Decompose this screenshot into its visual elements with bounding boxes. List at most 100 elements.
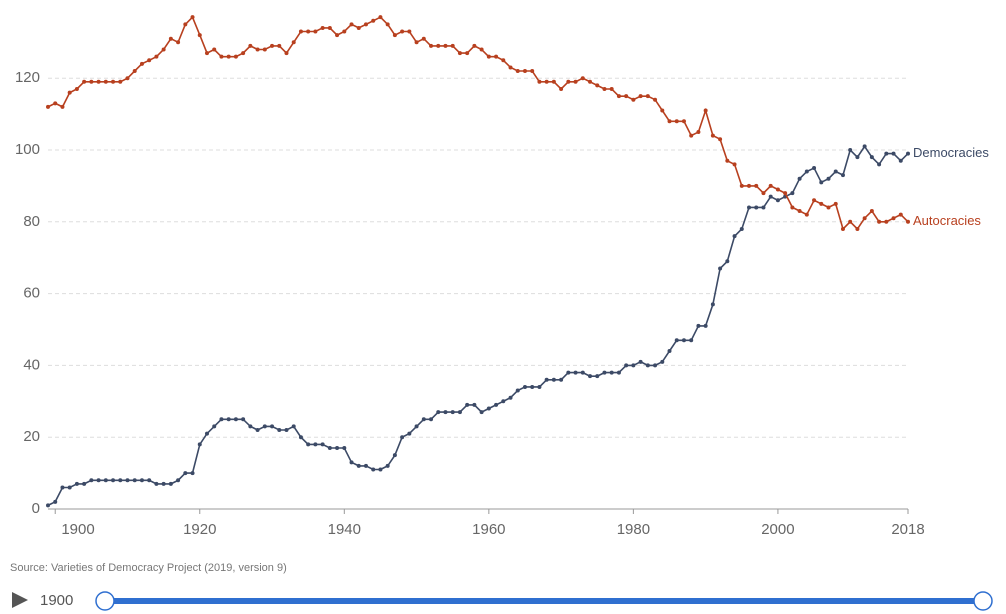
point (226, 417, 231, 422)
point (566, 370, 571, 375)
point (812, 198, 817, 203)
point (754, 183, 759, 188)
point (60, 104, 65, 109)
point (804, 169, 809, 174)
point (653, 97, 658, 102)
point (313, 29, 318, 34)
point (501, 58, 506, 63)
point (335, 33, 340, 38)
point (132, 478, 137, 483)
point (443, 43, 448, 48)
point (277, 43, 282, 48)
point (573, 79, 578, 84)
point (443, 410, 448, 415)
point (392, 453, 397, 458)
point (725, 259, 730, 264)
point (429, 43, 434, 48)
point (602, 86, 607, 91)
point (486, 54, 491, 59)
point (703, 323, 708, 328)
series-line (47, 15, 909, 231)
point (168, 481, 173, 486)
play-button[interactable] (12, 592, 28, 608)
point (544, 377, 549, 382)
point (660, 108, 665, 113)
point (212, 47, 217, 52)
point (819, 201, 824, 206)
point (667, 349, 672, 354)
point (595, 83, 600, 88)
point (833, 201, 838, 206)
point (797, 209, 802, 214)
point (349, 22, 354, 27)
x-tick-label: 1940 (328, 521, 361, 538)
point (407, 431, 412, 436)
point (486, 406, 491, 411)
point (638, 359, 643, 364)
point (450, 43, 455, 48)
point (906, 151, 910, 156)
point (573, 370, 578, 375)
point (537, 79, 542, 84)
point (197, 442, 202, 447)
point (46, 104, 50, 109)
y-tick-label: 40 (23, 356, 40, 373)
point (96, 478, 101, 483)
point (624, 363, 629, 368)
point (284, 51, 289, 56)
point (494, 54, 499, 59)
point (819, 180, 824, 185)
point (884, 219, 889, 224)
point (60, 485, 65, 490)
point (710, 302, 715, 307)
point (761, 205, 766, 210)
point (125, 478, 130, 483)
timeline-end-handle[interactable] (973, 591, 993, 611)
point (67, 485, 72, 490)
point (118, 79, 123, 84)
point (653, 363, 658, 368)
point (479, 410, 484, 415)
point (183, 22, 188, 27)
point (689, 338, 694, 343)
point (139, 478, 144, 483)
point (465, 402, 470, 407)
point (869, 155, 874, 160)
point (363, 22, 368, 27)
point (96, 79, 101, 84)
timeline-start-handle[interactable] (95, 591, 115, 611)
point (689, 133, 694, 138)
point (804, 212, 809, 217)
point (797, 176, 802, 181)
point (790, 205, 795, 210)
point (877, 162, 882, 167)
point (783, 191, 788, 196)
point (530, 69, 535, 74)
point (588, 374, 593, 379)
point (125, 76, 130, 81)
point (833, 169, 838, 174)
point (89, 478, 94, 483)
point (906, 219, 910, 224)
point (255, 428, 260, 433)
point (378, 15, 383, 20)
point (508, 395, 513, 400)
point (580, 370, 585, 375)
point (508, 65, 513, 70)
point (168, 36, 173, 41)
point (111, 478, 116, 483)
point (233, 417, 238, 422)
point (739, 226, 744, 231)
point (645, 363, 650, 368)
point (118, 478, 123, 483)
point (667, 119, 672, 124)
point (277, 428, 282, 433)
point (356, 25, 361, 30)
x-tick-label: 1920 (183, 521, 216, 538)
y-tick-label: 20 (23, 428, 40, 445)
point (378, 467, 383, 472)
point (494, 402, 499, 407)
point (74, 86, 79, 91)
point (306, 29, 311, 34)
point (681, 338, 686, 343)
